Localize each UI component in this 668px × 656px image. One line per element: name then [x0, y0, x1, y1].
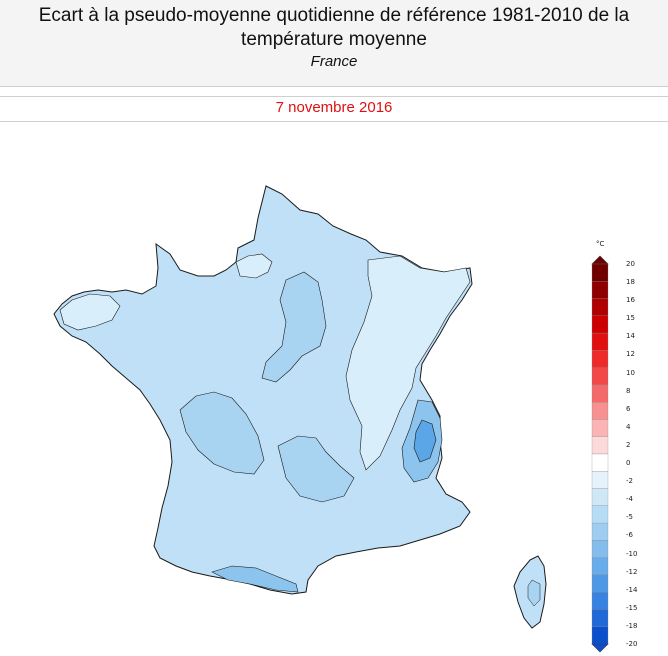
legend-unit: °C [596, 240, 605, 248]
legend-tick-label: 12 [626, 350, 635, 359]
dark-zone-massif [277, 435, 355, 503]
color-legend: °C 20 18 16 15 14 12 10 8 6 4 2 0 -2 -4 -5 -6 -10 -12 -14-… [586, 238, 668, 656]
map-date: 7 novembre 2016 [275, 99, 393, 116]
legend-swatch [591, 557, 609, 576]
legend-swatch [591, 263, 609, 282]
legend-swatch [591, 367, 609, 386]
legend-colorbar [591, 255, 609, 653]
legend-tick-label: 2 [626, 440, 631, 449]
legend-tick-label: -18 [626, 621, 638, 630]
legend-arrow-top [591, 255, 609, 265]
legend-swatch [591, 281, 609, 299]
legend-tick-label: -12 [626, 567, 638, 576]
legend-swatch [591, 609, 609, 627]
legend-tick-label: -14 [626, 585, 638, 594]
legend-swatch [591, 298, 609, 316]
legend-swatch [591, 522, 609, 541]
legend-tick-label: 18 [626, 278, 635, 287]
legend-swatch [591, 592, 609, 610]
light-zone-east [345, 255, 471, 471]
legend-tick-label: 8 [626, 386, 631, 395]
legend-swatch [591, 402, 609, 420]
legend-swatch [591, 505, 609, 524]
legend-tick-label: 6 [626, 404, 631, 413]
legend-tick-label: 15 [626, 314, 635, 323]
legend-tick-label: 16 [626, 296, 635, 305]
header: Ecart à la pseudo-moyenne quotidienne de… [0, 0, 668, 87]
dark-zone-south [211, 565, 299, 593]
legend-tick-label: -6 [626, 531, 633, 540]
dark-zone-west [179, 391, 265, 475]
legend-tick-label: 4 [626, 422, 631, 431]
legend-swatch [591, 471, 609, 489]
legend-tick-label: -10 [626, 549, 638, 558]
legend-swatch [591, 626, 609, 645]
light-zone-brittany [59, 293, 121, 331]
legend-tick-label: -4 [626, 495, 633, 504]
legend-arrow-bottom [591, 643, 609, 653]
date-bar: 7 novembre 2016 [0, 96, 668, 122]
legend-swatch [591, 350, 609, 368]
legend-swatch [591, 436, 609, 455]
legend-swatch [591, 384, 609, 403]
legend-tick-label: -5 [626, 513, 633, 522]
legend-tick-label: 0 [626, 459, 631, 468]
deep-zone-alps [413, 419, 437, 463]
dark-zone-center [261, 271, 327, 383]
legend-swatch [591, 315, 609, 334]
legend-swatch [591, 488, 609, 506]
corsica-dark [527, 579, 541, 607]
legend-swatch [591, 332, 609, 351]
legend-tick-label: -20 [626, 640, 638, 648]
map-title: Ecart à la pseudo-moyenne quotidienne de… [38, 5, 630, 50]
legend-swatch [591, 574, 609, 593]
legend-tick-label: 20 [626, 260, 635, 268]
legend-tick-label: -2 [626, 477, 633, 486]
map-subtitle: France [310, 53, 358, 70]
legend-swatch [591, 453, 609, 472]
legend-tick-label: 10 [626, 368, 635, 377]
light-zone-north [235, 253, 273, 279]
legend-swatch [591, 540, 609, 558]
legend-swatch [591, 419, 609, 437]
legend-tick-label: -15 [626, 603, 638, 612]
legend-tick-label: 14 [626, 332, 635, 341]
